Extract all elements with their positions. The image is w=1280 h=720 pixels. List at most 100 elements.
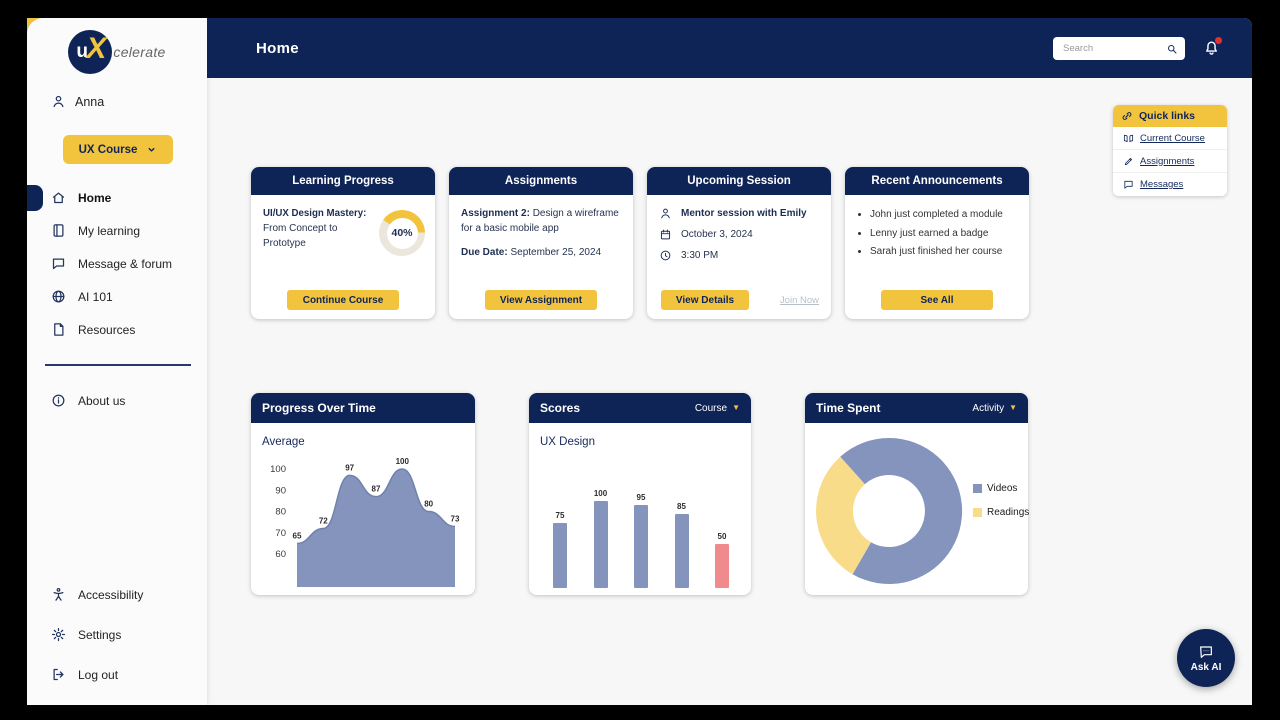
quick-link-current-course[interactable]: Current Course: [1113, 127, 1227, 150]
notification-dot: [1215, 37, 1222, 44]
sidebar-item-label: Settings: [78, 627, 122, 642]
sidebar-item-label: My learning: [78, 223, 141, 238]
see-all-button[interactable]: See All: [881, 290, 993, 310]
search-input[interactable]: [1063, 43, 1166, 54]
due-date: Due Date: September 25, 2024: [461, 247, 602, 258]
sidebar-item-about-us[interactable]: About us: [27, 384, 207, 417]
sidebar-item-label: About us: [78, 393, 126, 408]
user-name: Anna: [75, 94, 105, 109]
session-time-row: 3:30 PM: [659, 248, 821, 263]
chat-icon: [52, 258, 65, 270]
notification-bell[interactable]: [1202, 37, 1222, 57]
book-open-icon: [1123, 134, 1134, 142]
announcement-item: John just completed a module: [870, 207, 1019, 223]
course-selector[interactable]: UX Course: [63, 135, 173, 164]
svg-text:65: 65: [293, 531, 302, 540]
card-title: Recent Announcements: [845, 167, 1029, 195]
card-recent-announcements: Recent Announcements John just completed…: [845, 167, 1029, 319]
sidebar-item-label: Log out: [78, 667, 119, 682]
time-legend: Videos Readings: [973, 483, 1029, 518]
summary-cards-row: Learning Progress UI/UX Design Mastery: …: [251, 167, 1029, 319]
course-selector-label: UX Course: [78, 143, 138, 156]
card-learning-progress: Learning Progress UI/UX Design Mastery: …: [251, 167, 435, 319]
score-bar: 100: [586, 489, 616, 588]
app-logo: u X celerate: [27, 30, 207, 74]
sidebar-item-label: Accessibility: [78, 587, 144, 602]
clock-icon: [660, 250, 671, 261]
chevron-down-icon: [148, 147, 155, 152]
chat-icon: [1124, 180, 1133, 189]
accessibility-icon: [53, 587, 64, 601]
logo-letter-u: u: [76, 41, 88, 62]
calendar-icon: [660, 229, 671, 240]
svg-text:87: 87: [372, 485, 381, 494]
chevron-down-icon: ▼: [1009, 403, 1017, 412]
sidebar-item-label: Home: [78, 190, 112, 205]
sidebar-item-accessibility[interactable]: Accessibility: [27, 578, 207, 611]
card-upcoming-session: Upcoming Session Mentor session with Emi…: [647, 167, 831, 319]
activity-filter-dropdown[interactable]: Activity ▼: [972, 402, 1017, 414]
logo-mark: u X: [68, 30, 113, 74]
link-icon: [1122, 112, 1132, 120]
sidebar-item-log-out[interactable]: Log out: [27, 658, 207, 691]
user-icon: [661, 208, 670, 219]
progress-area-svg: 100 90 80 70 60 65 72 97 87 100 80 73: [270, 457, 460, 587]
page-title: Home: [256, 39, 299, 57]
scores-card: Scores Course ▼ UX Design 75 100 95 85 50: [529, 393, 751, 595]
time-donut-svg: [816, 438, 963, 585]
continue-course-button[interactable]: Continue Course: [287, 290, 399, 310]
svg-text:97: 97: [345, 463, 354, 472]
sidebar-item-my-learning[interactable]: My learning: [27, 214, 207, 247]
svg-text:80: 80: [275, 507, 286, 518]
legend-swatch: [973, 484, 982, 493]
bar-value-label: 95: [636, 493, 646, 502]
bar-value-label: 85: [677, 502, 686, 511]
scores-bars: 75 100 95 85 50: [545, 478, 737, 588]
chart-subtitle: UX Design: [540, 436, 595, 448]
svg-text:73: 73: [451, 514, 460, 523]
sidebar-nav: Home My learning Message & forum AI 101 …: [27, 181, 207, 346]
sidebar-divider: [45, 364, 191, 366]
globe-icon: [52, 290, 65, 303]
user-profile[interactable]: Anna: [51, 94, 104, 109]
announcement-item: Lenny just earned a badge: [870, 226, 1019, 242]
score-bar: 50: [707, 532, 737, 588]
ask-ai-button[interactable]: Ask AI: [1177, 629, 1235, 687]
card-title: Learning Progress: [251, 167, 435, 195]
view-assignment-button[interactable]: View Assignment: [485, 290, 597, 310]
view-details-button[interactable]: View Details: [661, 290, 749, 310]
bar-value-label: 50: [717, 532, 727, 541]
sidebar-item-resources[interactable]: Resources: [27, 313, 207, 346]
sidebar-item-settings[interactable]: Settings: [27, 618, 207, 651]
sidebar-item-home[interactable]: Home: [27, 181, 207, 214]
quick-link-assignments[interactable]: Assignments: [1113, 150, 1227, 173]
sidebar-item-message-forum[interactable]: Message & forum: [27, 247, 207, 280]
quick-link-messages[interactable]: Messages: [1113, 173, 1227, 196]
chart-title: Progress Over Time: [262, 401, 376, 415]
score-bar: 85: [667, 502, 697, 588]
sidebar-item-label: Message & forum: [78, 256, 173, 271]
sidebar-item-label: Resources: [78, 322, 136, 337]
course-filter-dropdown[interactable]: Course ▼: [694, 402, 740, 414]
join-now-link[interactable]: Join Now: [779, 294, 819, 306]
sidebar-item-label: AI 101: [78, 289, 113, 304]
legend-item: Readings: [973, 507, 1029, 518]
topbar: Home: [207, 18, 1252, 78]
course-name: UI/UX Design Mastery: From Concept to Pr…: [263, 208, 367, 249]
chevron-down-icon: ▼: [732, 403, 740, 412]
svg-text:90: 90: [275, 485, 286, 496]
svg-text:100: 100: [270, 464, 286, 475]
chart-subtitle: Average: [262, 436, 305, 448]
svg-text:72: 72: [319, 517, 328, 526]
bar-value-label: 75: [555, 511, 565, 520]
score-bar: 95: [626, 493, 656, 588]
search-icon[interactable]: [1166, 43, 1178, 55]
chart-title: Time Spent: [816, 401, 881, 415]
sidebar-item-ai-101[interactable]: AI 101: [27, 280, 207, 313]
sidebar: u X celerate Anna UX Course Home My lear…: [27, 18, 207, 705]
svg-text:70: 70: [275, 528, 286, 539]
donut-segment: [816, 456, 871, 575]
announcement-item: Sarah just finished her course: [870, 244, 1019, 260]
info-icon: [52, 394, 65, 407]
logo-letter-x: X: [86, 32, 107, 65]
